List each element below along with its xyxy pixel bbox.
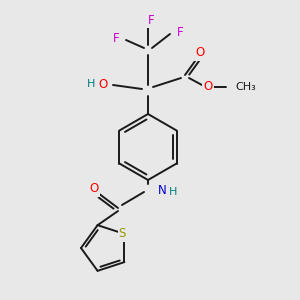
Text: F: F xyxy=(148,14,154,26)
Text: O: O xyxy=(203,80,213,94)
Text: H: H xyxy=(87,79,95,89)
Text: CH₃: CH₃ xyxy=(235,82,256,92)
Text: O: O xyxy=(98,79,108,92)
Text: F: F xyxy=(113,32,119,44)
Text: F: F xyxy=(177,26,183,38)
Text: S: S xyxy=(119,227,126,240)
Text: N: N xyxy=(158,184,166,196)
Text: H: H xyxy=(169,187,177,197)
Text: O: O xyxy=(195,46,205,59)
Text: O: O xyxy=(89,182,99,196)
